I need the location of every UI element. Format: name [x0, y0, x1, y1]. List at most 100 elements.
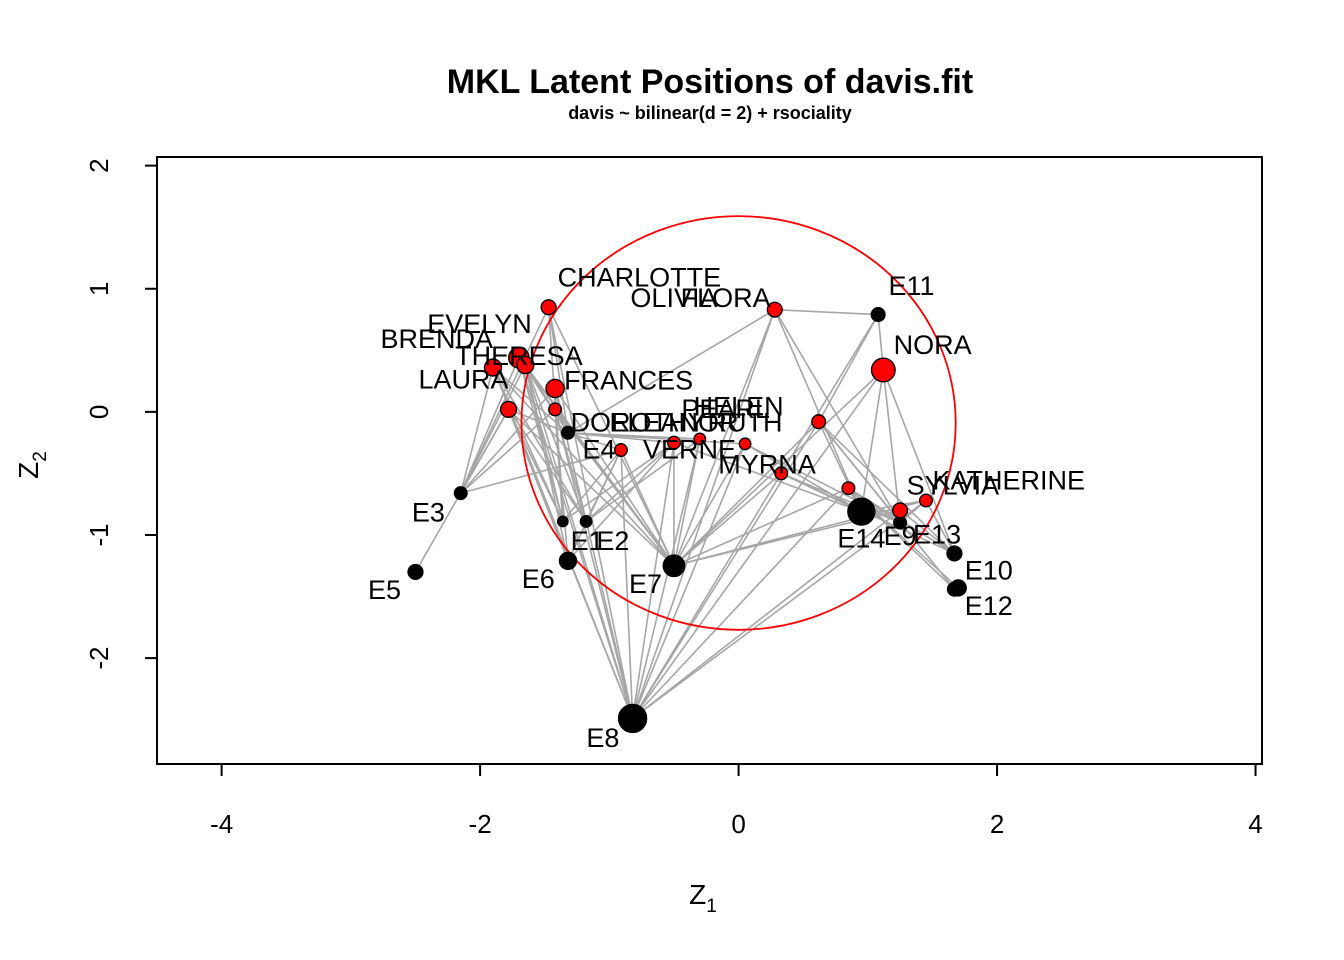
- edge-verne-e7: [673, 443, 746, 567]
- edge-olivia-e7: [673, 499, 927, 567]
- edge-dorothy-e7: [620, 449, 675, 567]
- edge-verne-e14: [744, 443, 862, 513]
- edge-theresa-e6: [524, 364, 569, 562]
- edge-sylvia-e13: [899, 509, 955, 555]
- edge-pearl-e1: [562, 441, 675, 523]
- y-tick-label: -1: [84, 523, 114, 546]
- node-label-helen: HELEN: [694, 392, 784, 422]
- edge-flora-e4: [567, 308, 776, 434]
- edge-myrna-e11: [780, 314, 879, 474]
- edge-ruth-e8: [631, 438, 701, 719]
- node-label-e12: E12: [965, 591, 1013, 621]
- woman-point-pearl: [666, 435, 681, 450]
- event-point-e6: [558, 551, 578, 571]
- woman-point-dorothy: [613, 443, 628, 458]
- node-label-sylvia: SYLVIA: [907, 470, 1000, 500]
- node-label-e5: E5: [368, 575, 401, 605]
- woman-point-flora: [766, 301, 783, 318]
- node-label-e3: E3: [412, 497, 445, 527]
- edge-nora-e14: [860, 369, 885, 512]
- woman-point-brenda: [483, 358, 503, 377]
- y-axis: -2 -1 0 1 2: [84, 158, 158, 670]
- edge-eleanor-e3: [460, 408, 556, 494]
- event-point-e7: [662, 554, 686, 578]
- y-axis-label: Z2: [13, 451, 51, 479]
- edge-frances-e7: [554, 388, 675, 567]
- edge-katherine-e11: [818, 314, 879, 423]
- event-point-e11: [870, 307, 886, 323]
- edge-flora-e14: [774, 309, 863, 512]
- edge-theresa-e8: [524, 364, 634, 719]
- edge-dorothy-e1: [562, 449, 622, 522]
- node-label-pearl: PEARL: [681, 394, 770, 424]
- edge-flora-e8: [631, 309, 776, 719]
- event-point-e5: [407, 563, 424, 581]
- node-label-e1: E1: [571, 526, 604, 556]
- edge-ruth-e2: [585, 438, 701, 523]
- node-label-nora: NORA: [894, 330, 972, 360]
- node-label-e4: E4: [582, 435, 615, 465]
- edge-eleanor-e8: [554, 409, 634, 719]
- sociality-circle: [520, 215, 957, 631]
- edge-flora-e9: [774, 309, 901, 524]
- x-axis-label: Z1: [689, 879, 717, 917]
- edge-olivia-e8: [632, 499, 927, 720]
- edge-flora-e11: [774, 308, 879, 316]
- woman-point-nora: [870, 357, 896, 383]
- woman-point-frances: [545, 378, 565, 399]
- woman-point-katherine: [811, 414, 827, 430]
- woman-point-verne: [738, 437, 752, 451]
- edge-brenda-e3: [459, 367, 494, 494]
- node-label-katherine: KATHERINE: [932, 465, 1085, 495]
- event-point-e3: [453, 486, 468, 501]
- x-axis: -4 -2 0 2 4: [210, 763, 1263, 839]
- node-label-e14: E14: [837, 523, 885, 553]
- edge-olivia-e13: [925, 500, 956, 554]
- woman-point-helen: [841, 481, 856, 496]
- edge-verne-e8: [631, 443, 746, 719]
- woman-point-ruth: [693, 432, 707, 446]
- node-label-ruth: RUTH: [708, 408, 783, 438]
- node-label-theresa: THERESA: [455, 341, 583, 371]
- woman-point-olivia: [918, 493, 933, 508]
- edge-frances-e8: [554, 388, 634, 719]
- node-label-e10: E10: [965, 555, 1013, 585]
- woman-point-eleanor: [548, 402, 563, 417]
- edge-katherine-e13: [818, 421, 955, 555]
- node-label-charlotte: CHARLOTTE: [558, 262, 722, 292]
- edge-charlotte-e4: [547, 307, 569, 433]
- event-point-e14: [847, 497, 876, 526]
- edge-evelyn-e3: [459, 357, 520, 494]
- event-point-e12: [946, 581, 962, 597]
- edge-pearl-e2: [585, 442, 675, 523]
- node-label-evelyn: EVELYN: [427, 309, 532, 339]
- node-label-eleanor: ELEANOR: [609, 408, 738, 438]
- edge-sylvia-e8: [632, 509, 901, 720]
- x-tick-label: -4: [210, 809, 233, 839]
- event-point-e1: [556, 515, 569, 528]
- edge-laura-e1: [507, 409, 564, 522]
- edge-dorothy-e4: [567, 432, 622, 451]
- edge-eleanor-e6: [554, 409, 569, 561]
- x-tick-label: -2: [469, 809, 492, 839]
- event-point-e2: [579, 514, 593, 528]
- woman-point-sylvia: [892, 502, 909, 519]
- event-point-e13: [946, 545, 963, 562]
- y-axis-label-sub: 2: [30, 451, 51, 462]
- edge-nora-e13: [882, 369, 956, 554]
- y-tick-label: 2: [84, 158, 114, 172]
- edge-dorothy-e8: [620, 449, 634, 719]
- woman-point-charlotte: [540, 299, 557, 316]
- edge-katherine-e12: [818, 421, 956, 590]
- y-tick-label: 1: [84, 282, 114, 296]
- edge-verne-e4: [567, 431, 746, 445]
- x-axis-label-main: Z: [689, 879, 706, 910]
- chart-subtitle: davis ~ bilinear(d = 2) + rsociality: [568, 103, 852, 123]
- nodes-layer: [407, 299, 967, 734]
- y-axis-label-main: Z: [13, 462, 44, 479]
- edge-flora-e7: [673, 309, 776, 567]
- circle-layer: [520, 215, 957, 631]
- node-label-e8: E8: [586, 723, 619, 753]
